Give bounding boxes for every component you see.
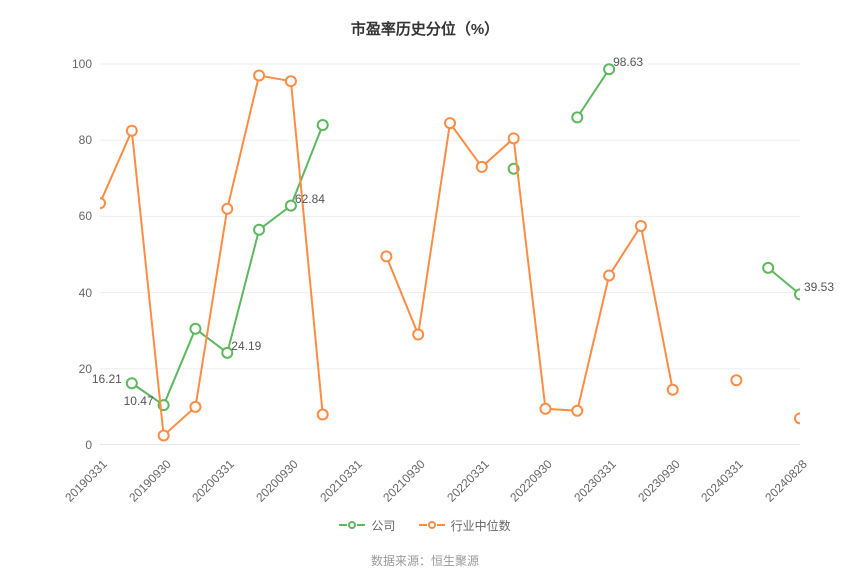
legend-swatch-company (339, 521, 365, 529)
x-tick-label: 20190930 (126, 457, 174, 505)
x-tick-label: 20220331 (444, 457, 492, 505)
data-point-label: 39.53 (804, 280, 834, 294)
legend-swatch-industry (419, 521, 445, 529)
legend-item-industry[interactable]: 行业中位数 (419, 517, 511, 534)
legend-label: 行业中位数 (451, 517, 511, 534)
x-tick-label: 20240828 (762, 457, 810, 505)
x-tick-label: 20210331 (317, 457, 365, 505)
data-point-label: 16.21 (92, 372, 122, 386)
data-point-label: 10.47 (124, 394, 154, 408)
pe-percentile-chart: 市盈率历史分位（%） 02040608010020190331201909302… (0, 0, 850, 575)
data-point-label: 24.19 (231, 339, 261, 353)
legend-item-company[interactable]: 公司 (339, 517, 395, 534)
x-tick-label: 20200930 (253, 457, 301, 505)
x-tick-label: 20240331 (699, 457, 747, 505)
y-tick-label: 40 (79, 286, 92, 300)
x-tick-label: 20210930 (380, 457, 428, 505)
data-point-label: 98.63 (613, 55, 643, 69)
chart-legend: 公司 行业中位数 (40, 515, 810, 534)
chart-source: 数据来源：恒生聚源 (40, 552, 810, 569)
legend-label: 公司 (371, 517, 395, 534)
x-tick-label: 20200331 (190, 457, 238, 505)
data-point-label: 62.84 (295, 192, 325, 206)
source-prefix: 数据来源： (371, 554, 431, 568)
y-tick-label: 20 (79, 362, 92, 376)
y-tick-label: 0 (85, 438, 92, 452)
x-tick-label: 20230930 (635, 457, 683, 505)
x-tick-label: 20230331 (571, 457, 619, 505)
y-tick-label: 100 (72, 57, 92, 71)
chart-plot-area: 0204060801002019033120190930202003312020… (100, 45, 800, 445)
y-tick-label: 80 (79, 133, 92, 147)
chart-title: 市盈率历史分位（%） (40, 18, 810, 39)
y-tick-label: 60 (79, 209, 92, 223)
x-tick-label: 20190331 (62, 457, 110, 505)
source-value: 恒生聚源 (431, 554, 479, 568)
x-tick-label: 20220930 (508, 457, 556, 505)
chart-svg (100, 45, 800, 445)
